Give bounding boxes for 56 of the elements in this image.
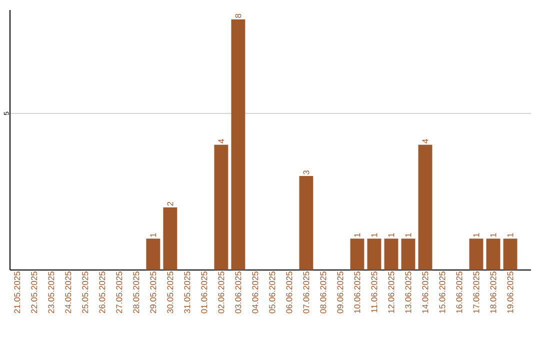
bar <box>214 144 228 270</box>
data-label: 1 <box>150 233 156 237</box>
data-label: 2 <box>167 202 174 206</box>
data-label: 4 <box>422 139 428 144</box>
data-label: 1 <box>371 233 378 237</box>
data-label: 1 <box>388 233 394 237</box>
bar <box>146 238 160 270</box>
x-tick-label: 15.06.2025 <box>439 272 446 313</box>
x-tick-label: 08.06.2025 <box>320 272 326 314</box>
bar <box>163 207 178 270</box>
bar <box>401 238 416 270</box>
x-tick-label: 04.06.2025 <box>252 272 258 314</box>
x-tick-label: 23.05.2025 <box>48 272 54 314</box>
x-tick-label: 12.06.2025 <box>388 272 394 313</box>
x-tick-label: 31.05.2025 <box>184 272 190 314</box>
x-tick-label: 10.06.2025 <box>354 272 360 313</box>
data-label: 4 <box>218 139 224 144</box>
data-label: 8 <box>235 14 242 18</box>
x-tick-label: 11.06.2025 <box>371 272 378 312</box>
x-tick-label: 09.06.2025 <box>337 272 344 314</box>
x-tick-label: 18.06.2025 <box>490 272 496 313</box>
x-tick-label: 03.06.2025 <box>235 272 242 314</box>
bar <box>299 176 314 270</box>
data-label: 3 <box>303 170 310 174</box>
data-label: 1 <box>354 233 360 237</box>
x-tick-label: 24.05.2025 <box>65 272 72 314</box>
data-label: 1 <box>490 233 496 237</box>
x-tick-label: 06.06.2025 <box>286 272 292 314</box>
x-tick-label: 26.05.2025 <box>99 272 106 314</box>
x-tick-label: 29.05.2025 <box>150 272 156 314</box>
x-tick-label: 27.05.2025 <box>116 272 122 314</box>
x-tick-label: 05.06.2025 <box>269 272 276 314</box>
bar <box>231 19 246 270</box>
bar <box>367 238 382 270</box>
x-tick-label: 22.05.2025 <box>31 272 38 314</box>
bar <box>418 144 432 270</box>
x-tick-label: 21.05.2025 <box>14 272 20 314</box>
bar <box>350 238 364 270</box>
data-label: 1 <box>473 233 480 237</box>
x-tick-label: 30.05.2025 <box>167 272 174 314</box>
bar <box>486 238 500 270</box>
x-tick-label: 13.06.2025 <box>405 272 412 313</box>
x-tick-label: 17.06.2025 <box>473 272 480 313</box>
data-label: 1 <box>405 233 412 237</box>
x-tick-label: 02.06.2025 <box>218 272 224 314</box>
bar <box>384 238 398 270</box>
x-tick-label: 07.06.2025 <box>303 272 310 314</box>
x-tick-label: 19.06.2025 <box>507 272 514 313</box>
data-label: 1 <box>507 233 514 237</box>
x-tick-label: 16.06.2025 <box>456 272 462 313</box>
x-tick-label: 25.05.2025 <box>82 272 88 314</box>
x-tick-label: 28.05.2025 <box>133 272 140 314</box>
bar <box>469 238 484 270</box>
x-tick-label: 01.06.2025 <box>201 272 208 314</box>
bar <box>503 238 518 270</box>
x-tick-label: 14.06.2025 <box>422 272 428 313</box>
